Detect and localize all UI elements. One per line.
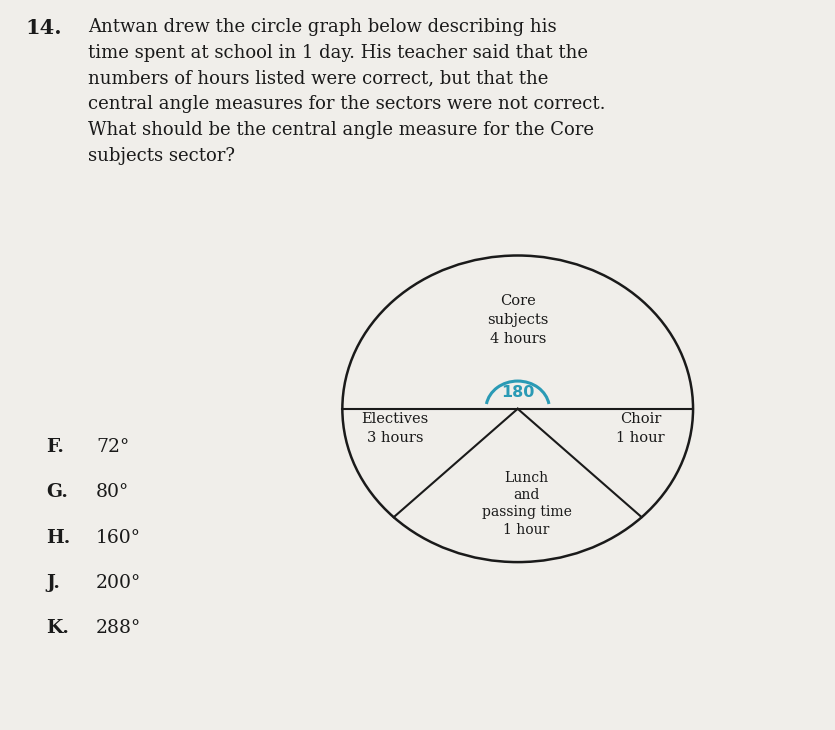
Text: 80°: 80° — [96, 483, 129, 502]
Text: K.: K. — [46, 619, 68, 637]
Text: Core
subjects
4 hours: Core subjects 4 hours — [487, 294, 549, 346]
Text: F.: F. — [46, 438, 63, 456]
Text: Choir
1 hour: Choir 1 hour — [616, 412, 665, 445]
Text: 160°: 160° — [96, 529, 141, 547]
Text: H.: H. — [46, 529, 70, 547]
Text: J.: J. — [46, 574, 60, 592]
Text: 180: 180 — [501, 385, 534, 399]
Text: Electives
3 hours: Electives 3 hours — [362, 412, 428, 445]
Text: 72°: 72° — [96, 438, 129, 456]
Text: Antwan drew the circle graph below describing his
time spent at school in 1 day.: Antwan drew the circle graph below descr… — [88, 18, 605, 165]
Text: Lunch
and
passing time
1 hour: Lunch and passing time 1 hour — [482, 471, 571, 537]
Text: 200°: 200° — [96, 574, 141, 592]
Text: G.: G. — [46, 483, 68, 502]
Text: 288°: 288° — [96, 619, 141, 637]
Text: 14.: 14. — [25, 18, 62, 38]
